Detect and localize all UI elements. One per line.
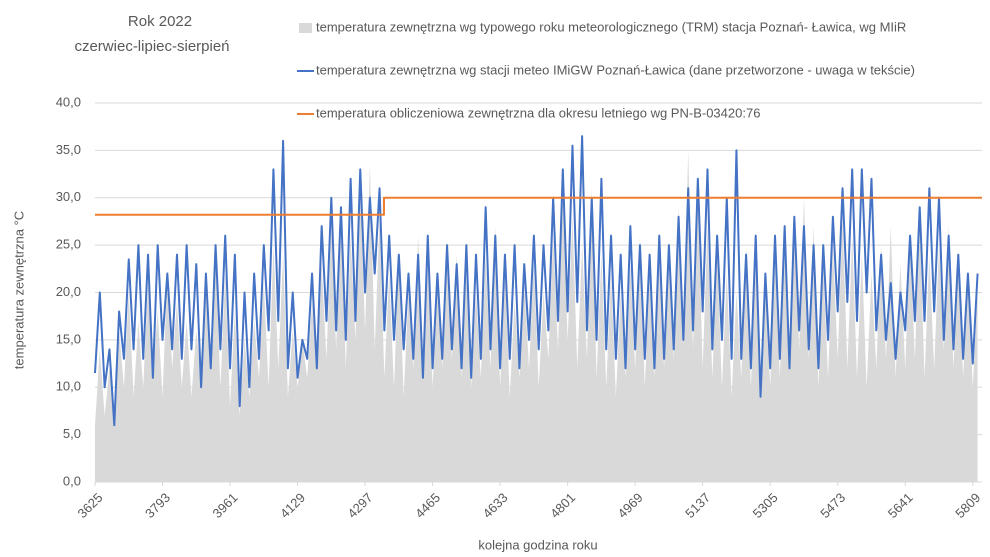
x-tick-label: 3793 <box>142 490 173 521</box>
x-tick-label: 3961 <box>210 490 241 521</box>
legend-label: temperatura zewnętrzna wg typowego roku … <box>316 19 906 34</box>
chart-title: Rok 2022 <box>128 13 192 30</box>
x-tick-label: 5305 <box>750 490 781 521</box>
y-tick-label: 20,0 <box>56 284 81 299</box>
x-axis-label: kolejna godzina roku <box>478 537 597 552</box>
y-tick-label: 35,0 <box>56 142 81 157</box>
line <box>94 135 979 427</box>
y-tick-label: 30,0 <box>56 189 81 204</box>
x-tick-label: 4297 <box>345 490 376 521</box>
legend-swatch <box>299 23 312 33</box>
line <box>95 196 982 216</box>
x-tick-label: 4969 <box>615 490 646 521</box>
y-tick-label: 5,0 <box>63 426 81 441</box>
legend-label: temperatura zewnętrzna wg stacji meteo I… <box>316 62 915 77</box>
area <box>95 150 978 482</box>
y-tick-label: 25,0 <box>56 237 81 252</box>
x-tick-label: 5473 <box>817 490 848 521</box>
y-tick-label: 15,0 <box>56 331 81 346</box>
y-tick-label: 10,0 <box>56 379 81 394</box>
x-tick-label: 5641 <box>885 490 916 521</box>
x-tick-label: 4801 <box>547 490 578 521</box>
y-tick-label: 40,0 <box>56 94 81 109</box>
chart-subtitle: czerwiec-lipiec-sierpień <box>74 38 229 55</box>
x-tick-label: 4129 <box>277 490 308 521</box>
x-tick-label: 4465 <box>412 490 443 521</box>
x-tick-label: 3625 <box>74 490 105 521</box>
x-tick-label: 5809 <box>952 490 983 521</box>
legend-label: temperatura obliczeniowa zewnętrzna dla … <box>316 105 760 120</box>
y-tick-label: 0,0 <box>63 473 81 488</box>
x-tick-label: 4633 <box>480 490 511 521</box>
x-tick-label: 5137 <box>682 490 713 521</box>
y-axis-label: temperatura zewnętrzna °C <box>11 211 26 369</box>
